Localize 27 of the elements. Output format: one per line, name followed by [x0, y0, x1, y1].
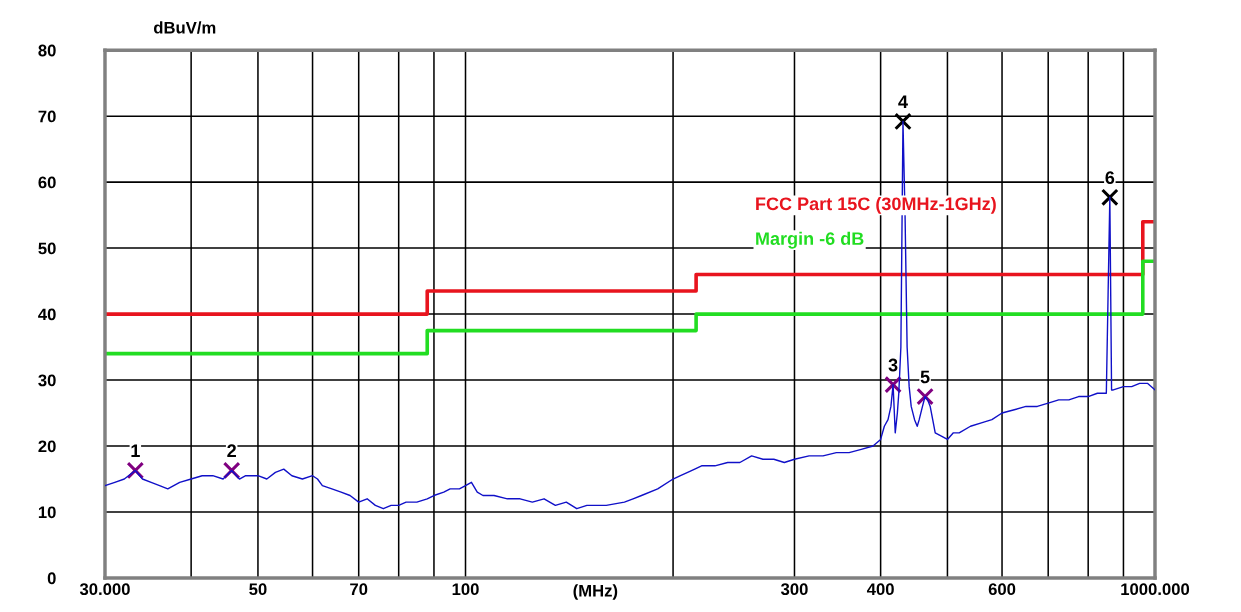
x-tick-label: 70 — [350, 583, 368, 596]
y-axis-title: dBuV/m — [153, 21, 216, 34]
annotation: 2 — [227, 444, 236, 457]
x-tick-label: 600 — [988, 583, 1016, 596]
x-tick-label: 1000.000 — [1121, 583, 1190, 596]
x-tick-label: 300 — [780, 583, 808, 596]
annotation: 1 — [131, 444, 140, 457]
y-tick-label: 70 — [38, 110, 56, 123]
x-tick-label: 400 — [866, 583, 894, 596]
annotation: 4 — [898, 95, 908, 108]
annotation: 3 — [888, 358, 898, 372]
y-tick-label: 80 — [38, 44, 56, 57]
text: Margin -6 dB — [756, 231, 864, 249]
x-tick-label: 100 — [452, 583, 479, 596]
x-axis-title: (MHz) — [573, 584, 618, 600]
y-tick-label: 30 — [38, 374, 56, 387]
y-tick-label: 0 — [47, 572, 56, 585]
x-tick-label: 30.000 — [79, 583, 130, 596]
y-tick-label: 50 — [38, 242, 56, 255]
x-tick-label: 50 — [249, 583, 267, 596]
annotation: 6 — [1105, 171, 1115, 185]
text: FCC Part 15C (30MHz-1GHz) — [756, 196, 996, 214]
y-tick-label: 40 — [38, 308, 56, 321]
y-tick-label: 20 — [38, 440, 56, 453]
y-tick-label: 60 — [38, 176, 56, 189]
annotation: 5 — [920, 370, 930, 384]
y-tick-label: 10 — [38, 506, 56, 519]
